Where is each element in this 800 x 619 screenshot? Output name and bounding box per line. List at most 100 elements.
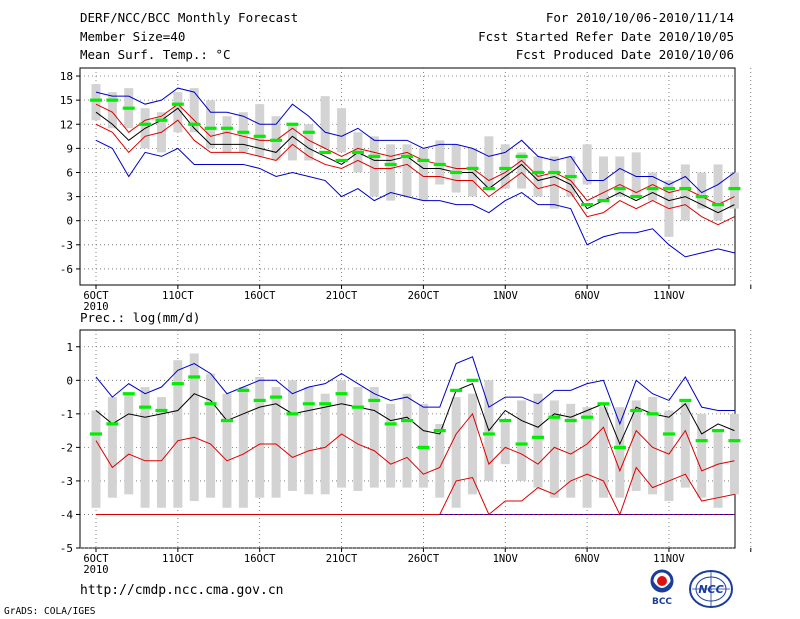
temp-median-marker — [630, 194, 643, 199]
prec-xtick-label: 11OCT — [162, 553, 194, 565]
prec-ytick-label: -3 — [60, 475, 73, 488]
prec-xtick-label: 11NOV — [653, 553, 685, 565]
temp-box — [402, 144, 412, 197]
temp-median-marker — [728, 186, 741, 191]
temp-box — [680, 164, 690, 221]
prec-box — [369, 387, 379, 488]
prec-median-marker — [515, 442, 528, 446]
temp-xtick-label: 6OCT — [83, 290, 109, 302]
temp-median-marker — [712, 203, 725, 207]
prec-median-marker — [401, 418, 414, 423]
temp-median-marker — [679, 186, 692, 191]
prec-xtick-label: 6NOV — [574, 553, 600, 565]
temp-median-marker — [597, 199, 610, 203]
prec-box — [451, 397, 461, 508]
temp-median-marker — [548, 170, 561, 175]
prec-median-marker — [302, 402, 315, 406]
prec-box — [255, 376, 265, 498]
prec-median-marker — [613, 445, 626, 449]
temp-median-marker — [564, 174, 577, 179]
temp-median-marker — [237, 130, 250, 134]
prec-median-marker — [417, 445, 430, 449]
temp-median-marker — [662, 186, 675, 191]
forecast-period: For 2010/10/06-2010/11/14 — [545, 10, 734, 25]
variable-label: Mean Surf. Temp.: °C — [80, 47, 231, 62]
prec-median-marker — [728, 439, 741, 443]
temp-box — [304, 124, 314, 161]
temp-box — [648, 172, 658, 201]
temp-box — [582, 144, 592, 185]
source-url[interactable]: http://cmdp.ncc.cma.gov.cn — [80, 583, 284, 598]
prec-box — [353, 387, 363, 491]
prec-box — [386, 403, 396, 488]
temp-median-marker — [401, 154, 414, 159]
prec-box — [582, 407, 592, 508]
temp-box — [549, 156, 559, 209]
prec-median-marker — [106, 422, 119, 426]
prec-xtick-label: 6OCT — [83, 553, 109, 565]
chart-title: DERF/NCC/BCC Monthly Forecast — [80, 10, 299, 25]
temp-median-marker — [581, 203, 594, 207]
prec-box — [140, 387, 150, 508]
prec-box — [664, 410, 674, 502]
prec-xtick-label: 16OCT — [244, 553, 276, 565]
prec-median-marker — [679, 398, 692, 403]
temp-box — [287, 124, 297, 161]
prec-series-mean — [95, 382, 735, 446]
bcc-logo-icon: BCC — [650, 569, 674, 607]
prec-median-marker — [188, 375, 201, 379]
ncc-logo: NCC — [688, 569, 734, 609]
prec-box — [549, 400, 559, 498]
temp-median-marker — [188, 122, 201, 126]
temp-median-marker — [499, 166, 512, 171]
temp-box — [500, 144, 510, 189]
temp-box — [598, 156, 608, 201]
temp-box — [369, 136, 379, 197]
prec-xtick-label: 1NOV — [493, 553, 519, 565]
prec-median-marker — [351, 405, 364, 409]
prec-box — [468, 393, 478, 495]
prec-median-marker — [204, 402, 217, 406]
prec-box — [713, 430, 723, 508]
temp-xtick-label: 1NOV — [493, 290, 519, 302]
prec-ytick-label: 0 — [66, 374, 73, 387]
ncc-logo-icon: NCC — [689, 570, 733, 608]
temp-box — [631, 152, 641, 197]
prec-median-marker — [548, 415, 561, 419]
temp-median-marker — [204, 126, 217, 130]
prec-box — [615, 407, 625, 498]
prec-box — [124, 393, 134, 495]
prec-box — [500, 420, 510, 465]
temp-median-marker — [466, 166, 479, 171]
prec-median-marker — [597, 402, 610, 406]
temp-median-marker — [417, 158, 430, 163]
temp-box — [173, 92, 183, 133]
prec-box — [173, 360, 183, 508]
temp-xtick-label: 21OCT — [326, 290, 358, 302]
temp-xtick-year: 2010 — [83, 301, 108, 313]
prec-box — [91, 410, 101, 508]
prec-box — [598, 407, 608, 498]
ncc-logo-text: NCC — [698, 583, 723, 596]
temp-xtick-label: 11OCT — [162, 290, 194, 302]
prec-box — [533, 393, 543, 488]
temp-box — [271, 116, 281, 161]
prec-median-marker — [531, 435, 544, 439]
prec-median-marker — [564, 418, 577, 423]
prec-box — [517, 400, 527, 481]
prec-ytick-label: -5 — [60, 542, 73, 555]
prec-median-marker — [630, 408, 643, 413]
prec-median-marker — [433, 429, 446, 433]
temp-ytick-label: 12 — [60, 118, 73, 131]
temp-box — [255, 104, 265, 157]
temp-median-marker — [482, 186, 495, 191]
temp-median-marker — [319, 150, 332, 154]
temp-box — [91, 84, 101, 121]
temp-xtick-label: 6NOV — [574, 290, 600, 302]
fcst-started-date: Fcst Started Refer Date 2010/10/05 — [478, 29, 734, 44]
prec-median-marker — [286, 412, 299, 416]
prec-series-inner-high — [95, 412, 735, 475]
temp-xtick-label: 26OCT — [408, 290, 440, 302]
